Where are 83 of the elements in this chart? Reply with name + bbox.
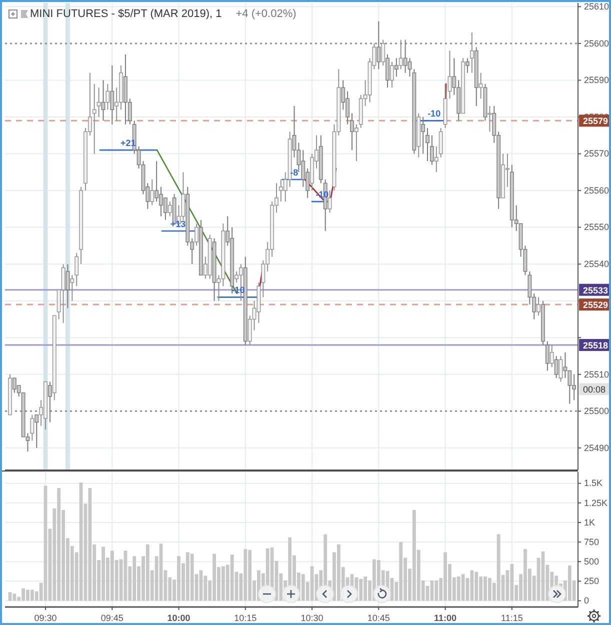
candlestick [426, 128, 430, 162]
candlestick [154, 160, 159, 202]
text: +4 (+0.02%) [236, 8, 296, 20]
y-tick-label: 25550 [584, 222, 610, 232]
x-tick-label: 10:00 [167, 613, 190, 624]
candlestick [558, 356, 563, 382]
x-tick-label: 09:30 [34, 613, 57, 624]
bar [470, 570, 474, 601]
candlestick [386, 54, 390, 88]
ref-line-label: 25518 [583, 340, 608, 350]
candlestick [430, 134, 434, 166]
bar [510, 564, 514, 601]
y-tick-label: 25600 [584, 38, 610, 48]
bar [434, 580, 438, 601]
candlestick [448, 50, 452, 100]
bar [12, 594, 16, 601]
candlestick [30, 414, 34, 442]
candlestick [478, 72, 483, 100]
bar [88, 488, 92, 601]
y-tick-label: 25540 [584, 258, 610, 269]
bar [230, 554, 234, 601]
y-tick-label: 1.25K [584, 498, 608, 508]
candlestick [421, 116, 426, 154]
ref-line-label: 25533 [583, 285, 608, 296]
annotation: -8 [290, 168, 298, 178]
candlestick [48, 381, 52, 423]
candlestick [394, 58, 398, 78]
y-tick-label: 25590 [584, 75, 610, 86]
candlestick [390, 61, 394, 88]
candlestick [550, 344, 554, 368]
y-tick-label: 25570 [584, 148, 610, 159]
annotation: -10 [428, 108, 441, 119]
candlestick [66, 264, 70, 309]
candlestick [434, 146, 438, 173]
candlestick [92, 83, 96, 154]
candlestick [545, 340, 550, 372]
candlestick [328, 190, 332, 214]
candlestick [194, 223, 198, 246]
candlestick [536, 296, 541, 316]
candlestick [34, 414, 39, 448]
candlestick [101, 80, 106, 122]
y-tick-label: 25490 [584, 442, 610, 453]
y-tick-label: 750 [584, 536, 600, 547]
candlestick [163, 197, 168, 220]
candlestick [438, 128, 443, 158]
candlestick [554, 356, 558, 379]
y-tick-label: 0 [584, 596, 590, 606]
y-tick-label: 25500 [584, 406, 610, 416]
bar [496, 534, 500, 601]
x-tick-label: 09:45 [100, 613, 124, 624]
text: 00:08 [583, 384, 606, 395]
x-tick-label: 11:15 [500, 613, 523, 624]
x-tick-label: 10:45 [367, 613, 390, 624]
text: MINI FUTURES - $5/PT (MAR 2019), 1 [30, 8, 222, 20]
bar [461, 574, 465, 601]
ref-line-label: 25579 [583, 116, 608, 126]
candlestick [74, 252, 79, 287]
candlestick [376, 20, 381, 70]
candlestick [110, 65, 114, 125]
y-tick-label: 1K [584, 517, 596, 528]
x-tick-label: 11:00 [434, 613, 457, 624]
candlestick [350, 112, 354, 151]
annotation: -10 [232, 285, 245, 296]
candlestick [403, 39, 408, 74]
candlestick [70, 274, 74, 302]
candlestick [96, 87, 101, 118]
bar [190, 554, 194, 601]
candlestick [106, 83, 110, 110]
candlestick [150, 179, 154, 206]
y-tick-label: 1.5K [584, 478, 603, 488]
x-tick-label: 10:30 [300, 613, 324, 624]
annotation: +13 [170, 218, 186, 229]
y-tick-label: 25560 [584, 185, 610, 196]
y-tick-label: 250 [584, 576, 600, 586]
candlestick [354, 124, 358, 162]
y-tick-label: 25510 [584, 369, 610, 380]
y-tick-label: 500 [584, 556, 600, 566]
y-tick-label: 25610 [584, 2, 610, 12]
candlestick [168, 201, 172, 217]
candlestick [568, 370, 572, 404]
ref-line-label: 25529 [583, 300, 608, 310]
x-tick-label: 10:15 [234, 613, 257, 624]
candlestick [466, 58, 470, 74]
